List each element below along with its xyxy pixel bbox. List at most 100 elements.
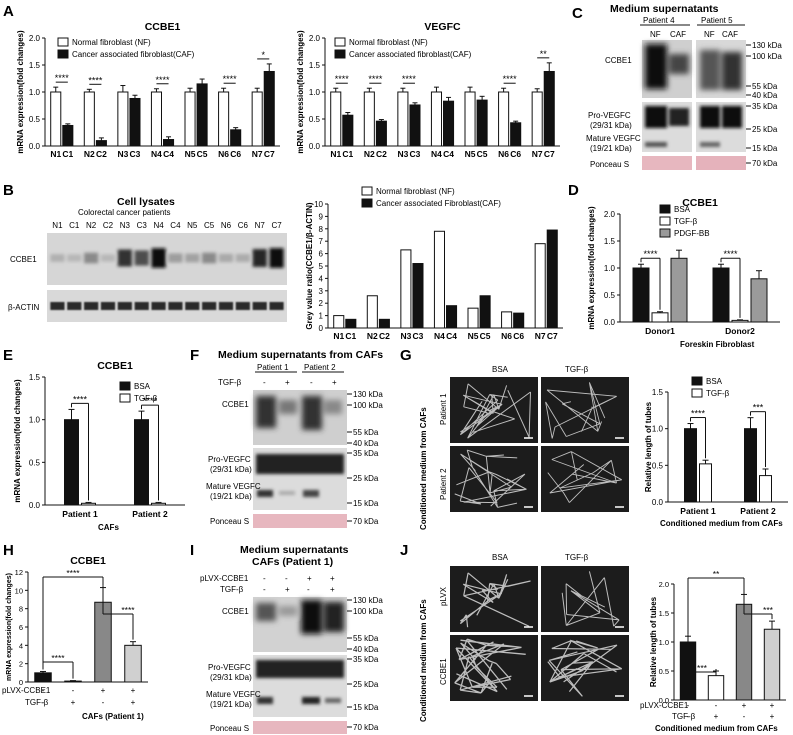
svg-text:100 kDa: 100 kDa [353,401,383,410]
G-sig-label: **** [691,409,706,419]
blot-i-mature-label: Mature VEGFC [206,690,261,699]
svg-text:55 kDa: 55 kDa [353,634,379,643]
A-right-xtick-label: N3 [397,149,408,159]
H-bar-4 [124,644,142,683]
blot-b-lane-C7: C7 [271,221,282,230]
H-sig-label: **** [51,653,65,663]
A-left-bar-N4 [150,91,163,147]
blot-b-band-N5 [185,253,200,263]
blot-b-actin-band-N6 [218,302,234,310]
E-bar-Patient 1-TGF-β [81,502,96,506]
svg-text:70 kDa: 70 kDa [752,159,778,168]
J-sig-label: ** [713,569,720,579]
chart-d-xlabel: Foreskin Fibroblast [680,340,755,349]
B-ytick-label: 9 [319,212,324,221]
blot-f-ccbe1-label: CCBE1 [222,400,249,409]
blot-c-nf2: NF [704,30,715,39]
g-col-tgf: TGF-β [565,365,589,374]
A-left-ytick-label: 1.0 [29,88,41,97]
A-right-ytick-label: 1.0 [309,88,321,97]
G-ytick-label: 0.0 [652,498,664,507]
blot-b-actin-band-C3 [134,302,149,310]
A-left-bar-C3 [129,97,141,147]
j-row-plvx-label: pLVX-CCBE1 [640,701,689,710]
A-right-xtick-label: N2 [364,149,375,159]
svg-text:130 kDa: 130 kDa [353,390,383,399]
blot-i-signs: - - + + - + - + [263,574,335,594]
J-ytick-label: 0.0 [659,696,669,705]
A-left-xtick-label: N5 [185,149,196,159]
H-row1-sign: + [131,686,136,695]
D-ytick-label: 1.0 [604,264,616,273]
blot-b-band-N7 [252,249,267,267]
blot-c-ponceau1 [642,156,692,170]
j-col-tgf: TGF-β [565,553,589,562]
A-right-xtick-label: C7 [544,149,555,159]
svg-text:55 kDa: 55 kDa [353,428,379,437]
blot-b-actin-band-N3 [117,302,132,310]
B-ytick-label: 6 [319,250,324,259]
E-ytick-label: 0.5 [29,458,41,467]
A-right-bar-N6 [498,91,510,147]
A-right-xtick-label: C6 [510,149,521,159]
j-side-label: Conditioned medium from CAFs [419,599,428,722]
blot-b-ccbe1-label: CCBE1 [10,255,37,264]
J-sig-label: *** [697,663,708,673]
netJ-tubes-3 [547,639,623,697]
blot-c-mature-kda: (19/21 kDa) [590,144,632,153]
G-ytick-label: 0.5 [652,461,664,470]
blot-c-markers: 130 kDa 100 kDa 55 kDa 40 kDa 35 kDa 25 … [746,41,782,168]
j-col-bsa: BSA [492,553,509,562]
blot-c-ponceau-label: Ponceau S [590,160,629,169]
blot-f-patient2: Patient 2 [304,363,336,372]
blot-b-lane-labels: N1 C1 N2 C2 N3 C3 N4 C4 N5 C5 N6 C6 N7 C7 [52,221,282,230]
blot-i-ccbe1-label: CCBE1 [222,607,249,616]
svg-text:70 kDa: 70 kDa [353,723,379,732]
A-right-sig-label: **** [368,74,383,84]
D-ylabel: mRNA expression(fold changes) [587,206,596,330]
blot-b-actin-band-C7 [269,302,284,310]
D-ytick-label: 0.0 [604,318,616,327]
B-ylabel: Grey value ratio(CCBE1/β-ACTIN) [305,202,314,329]
A-right-xtick-label: C2 [376,149,387,159]
blot-f-tgf-p1: + [285,378,290,387]
blot-b-ccbe1-bands [50,248,284,268]
svg-text:35 kDa: 35 kDa [353,449,379,458]
blot-c-pro-label: Pro-VEGFC [588,111,631,120]
A-left-sig-label: **** [155,75,170,85]
g-side-label: Conditioned medium from CAFs [419,407,428,530]
B-bar-C1 [345,318,357,329]
A-left-sig-label: **** [223,74,238,84]
E-bar-Patient 2-BSA [134,419,149,506]
D-ytick-label: 0.5 [604,291,616,300]
A-right-bar-N7 [531,91,543,147]
blot-i-mid-bands [256,660,344,704]
E-xtick-label: Patient 1 [62,509,98,519]
blot-b-band-C2 [100,254,116,262]
H-title: CCBE1 [70,555,106,567]
j-row-tgf-label: TGF-β [672,712,696,721]
J-ytick-label: 1.5 [659,609,669,618]
B-ytick-label: 2 [319,299,324,308]
A-right-bar-C6 [510,122,522,147]
blot-b-band-N1 [50,254,65,262]
B-xtick-label: C2 [379,331,390,341]
D-sig-label: **** [723,249,738,259]
A-left-xtick-label: N2 [84,149,95,159]
blot-f-ponceau-label: Ponceau S [210,517,249,526]
chart-j-xlabel: Conditioned medium from CAFs [655,724,778,733]
svg-text:35 kDa: 35 kDa [353,655,379,664]
blot-b-band-N3 [117,249,132,267]
blot-i-tgf-label: TGF-β [220,585,244,594]
D-ytick-label: 1.5 [604,237,616,246]
H-bar-1 [34,672,52,683]
J-row2-sign: - [687,712,690,721]
H-row1-sign: + [101,686,106,695]
svg-text:+: + [307,574,312,583]
blot-i-top-bands [256,600,344,634]
legend-a-right: Normal fibroblast (NF) Cancer associated… [334,37,472,59]
blot-b-actin-band-N2 [84,302,99,310]
blot-b-lane-N5: N5 [187,221,198,230]
svg-text:-: - [263,585,266,594]
